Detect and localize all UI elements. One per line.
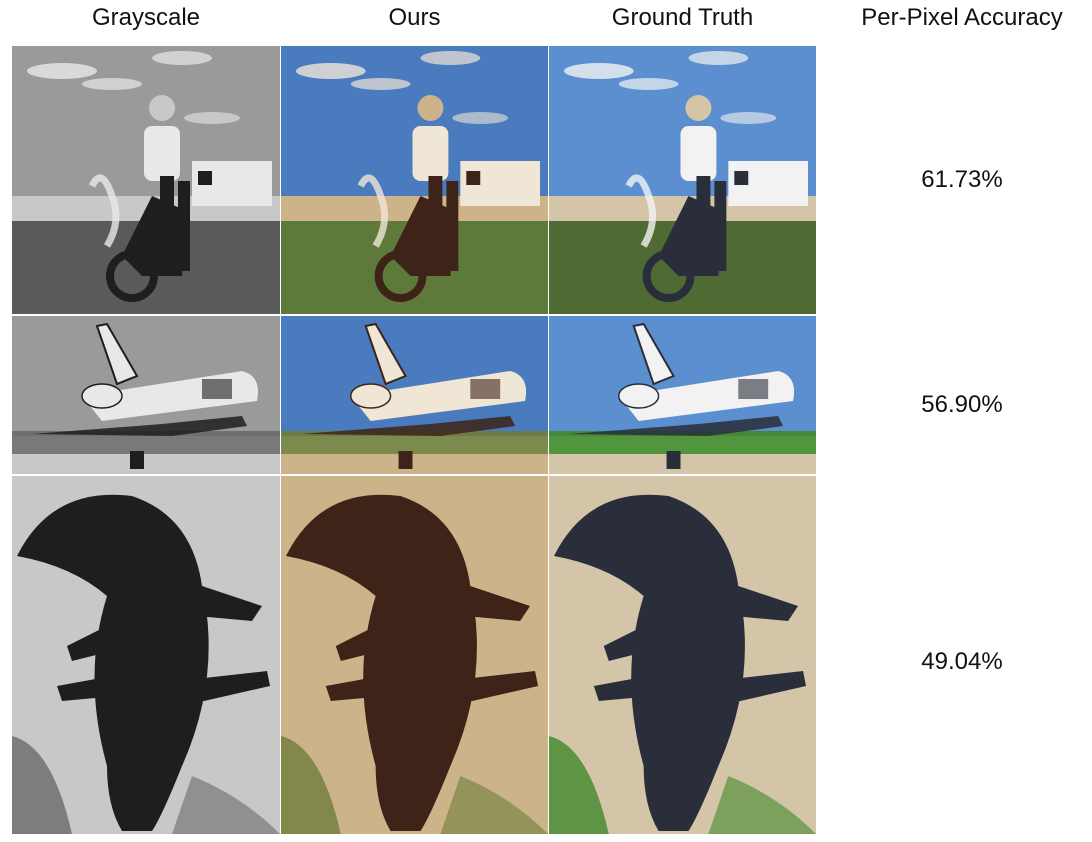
header-per-pixel-accuracy: Per-Pixel Accuracy xyxy=(861,4,1063,31)
ours-image-motorcycle xyxy=(281,46,548,314)
ground-truth-image-alligator xyxy=(549,476,816,834)
header-ours: Ours xyxy=(388,4,441,31)
ours-image-shuttle xyxy=(281,316,548,474)
header-ground-truth: Ground Truth xyxy=(611,4,754,31)
ground-truth-image-motorcycle xyxy=(549,46,816,314)
header-grayscale: Grayscale xyxy=(91,4,201,31)
grayscale-image-alligator xyxy=(12,476,280,834)
accuracy-value-shuttle: 56.90% xyxy=(921,391,1003,418)
accuracy-value-motorcycle: 61.73% xyxy=(921,166,1003,193)
grayscale-image-motorcycle xyxy=(12,46,280,314)
ground-truth-image-shuttle xyxy=(549,316,816,474)
ours-image-alligator xyxy=(281,476,548,834)
accuracy-value-alligator: 49.04% xyxy=(921,648,1003,675)
grayscale-image-shuttle xyxy=(12,316,280,474)
